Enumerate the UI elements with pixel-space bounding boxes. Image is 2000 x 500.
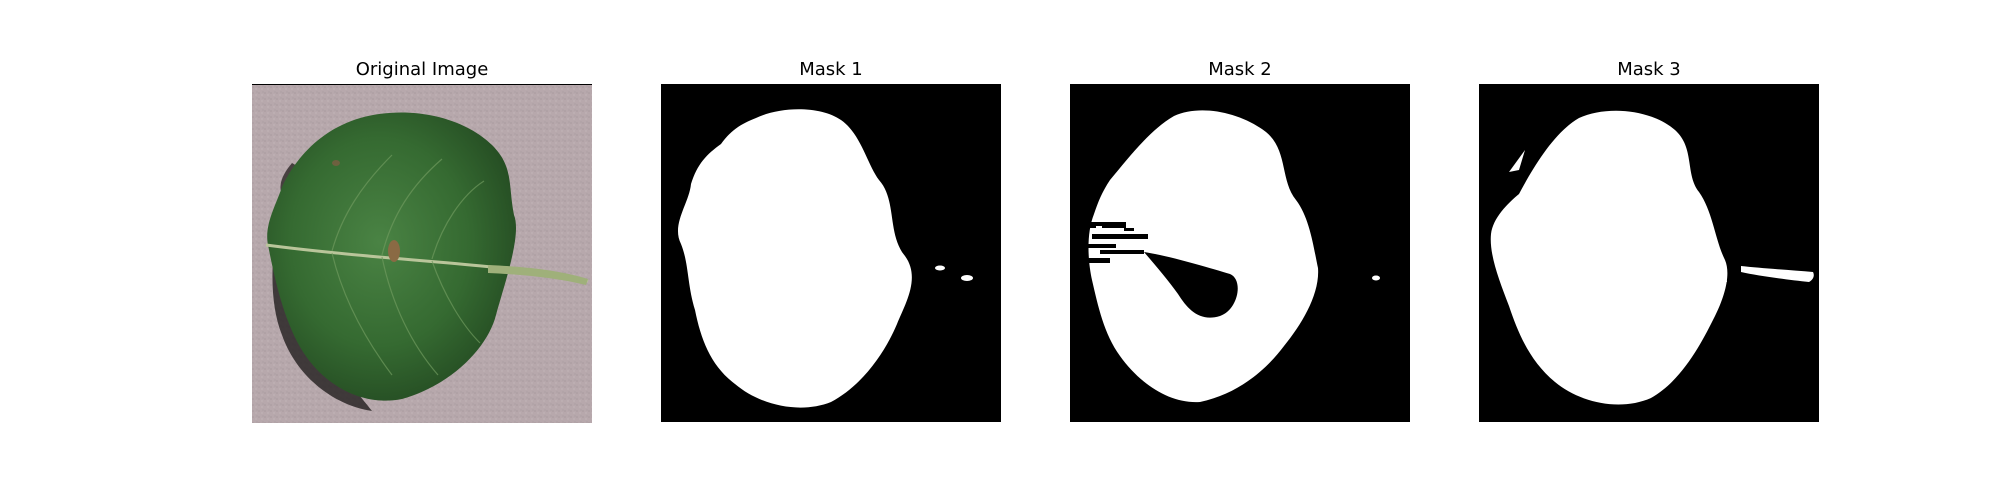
mask-3-stem-region [1741, 266, 1814, 282]
mask-2-leaf-region [1088, 110, 1319, 403]
leaf-photo [252, 85, 592, 423]
panel-title-mask-2: Mask 2 [1208, 59, 1272, 80]
mask-3-image [1479, 84, 1819, 422]
panel-title-mask-3: Mask 3 [1617, 59, 1681, 80]
panel-title-mask-1: Mask 1 [799, 59, 863, 80]
leaf-spot [388, 240, 400, 262]
mask-2-hole [1144, 252, 1238, 318]
mask-2-noise [1086, 222, 1148, 263]
leaf-veins [331, 154, 485, 376]
panel-title-original: Original Image [355, 59, 489, 80]
mask-2-stem-fragment [1372, 275, 1380, 281]
leaf-stem [488, 265, 588, 285]
mask-1-leaf-region [677, 109, 912, 408]
leaf-shadow [272, 189, 372, 411]
mask-3-leaf-region [1490, 110, 1728, 405]
mask-1-stem-fragment [935, 265, 945, 271]
mask-3 [1479, 84, 1819, 422]
original-image [252, 84, 592, 423]
mask-2 [1070, 84, 1410, 422]
mask-2-image [1070, 84, 1410, 422]
mask-1 [661, 84, 1001, 422]
mask-1-image [661, 84, 1001, 422]
